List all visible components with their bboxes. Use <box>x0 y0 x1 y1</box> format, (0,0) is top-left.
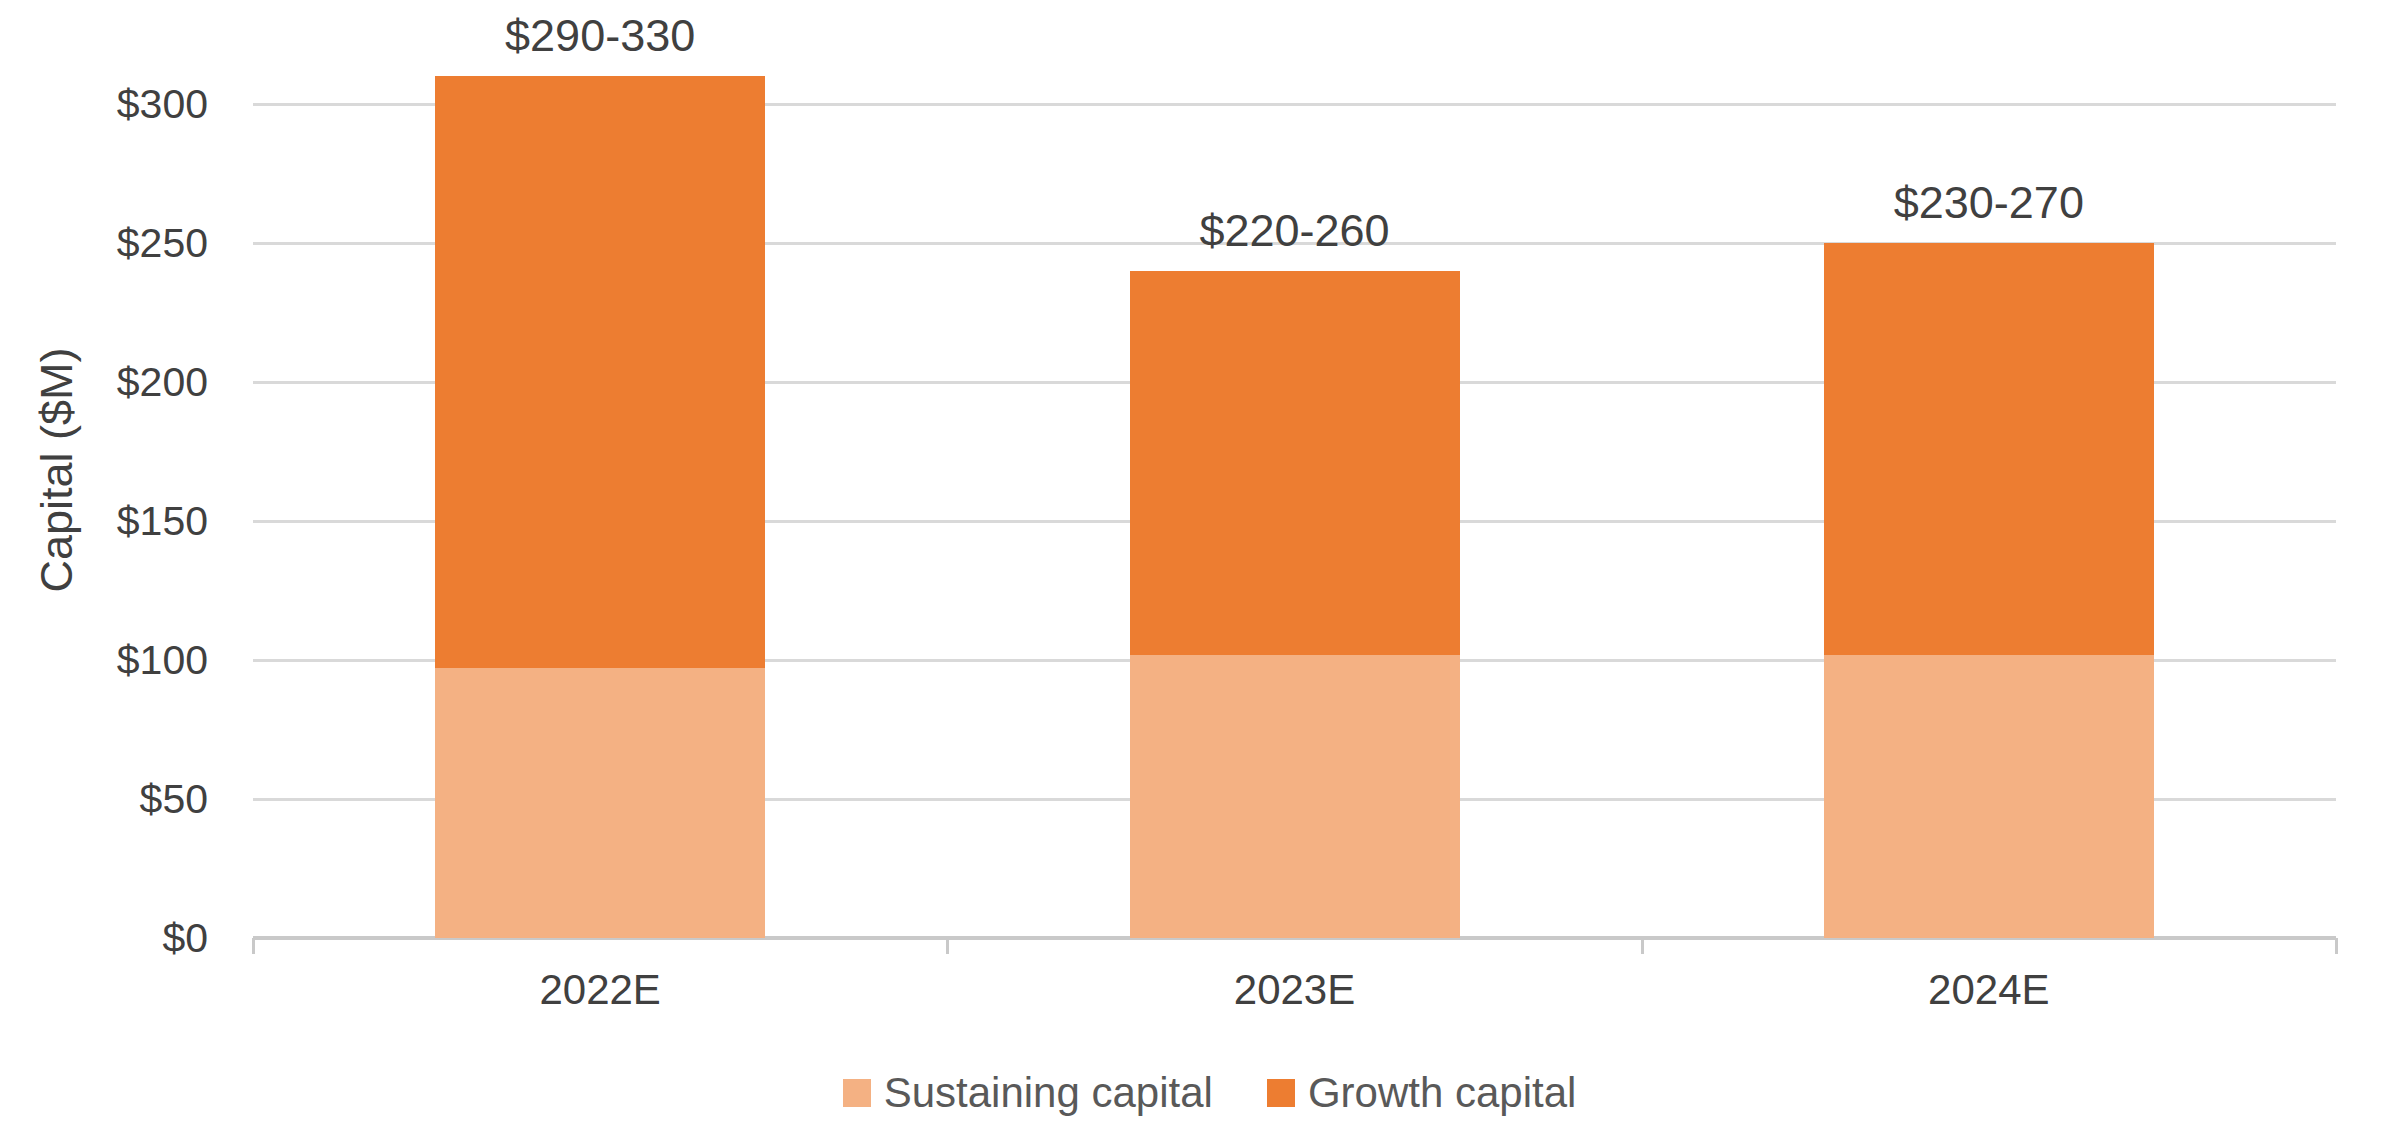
y-axis-tick-label: $300 <box>0 80 208 128</box>
y-axis-tick-label: $0 <box>0 914 208 962</box>
bar-total-label: $230-270 <box>1894 177 2084 229</box>
plot-area: $290-330 $220-260 $230-270 <box>253 0 2336 938</box>
bar-segment-growth <box>435 76 765 668</box>
legend-swatch-icon <box>843 1079 871 1107</box>
legend-item-growth: Growth capital <box>1267 1069 1576 1117</box>
y-axis-tick-label: $50 <box>0 775 208 823</box>
x-axis-tick <box>2335 938 2338 954</box>
legend-label: Growth capital <box>1308 1069 1576 1117</box>
y-axis-tick-labels: $0$50$100$150$200$250$300 <box>0 0 253 938</box>
legend: Sustaining capital Growth capital <box>0 1069 2383 1117</box>
legend-label: Sustaining capital <box>884 1069 1213 1117</box>
bar-segment-growth <box>1824 243 2154 654</box>
x-axis-category-label: 2024E <box>1928 966 2049 1014</box>
x-axis-category-label: 2023E <box>1234 966 1355 1014</box>
x-axis-tick <box>252 938 255 954</box>
bar-segment-sustaining <box>1130 655 1460 938</box>
y-axis-tick-label: $200 <box>0 358 208 406</box>
legend-item-sustaining: Sustaining capital <box>843 1069 1213 1117</box>
x-axis-tick <box>1641 938 1644 954</box>
x-axis-category-label: 2022E <box>539 966 660 1014</box>
x-axis-tick <box>946 938 949 954</box>
stacked-bar-chart: Capital ($M) $0$50$100$150$200$250$300 $… <box>0 0 2383 1142</box>
bar-segment-sustaining <box>435 668 765 938</box>
legend-swatch-icon <box>1267 1079 1295 1107</box>
y-axis-tick-label: $250 <box>0 219 208 267</box>
bar-total-label: $220-260 <box>1199 205 1389 257</box>
bar-segment-growth <box>1130 271 1460 655</box>
y-axis-tick-label: $150 <box>0 497 208 545</box>
bar-total-label: $290-330 <box>505 10 695 62</box>
bar-segment-sustaining <box>1824 655 2154 938</box>
y-axis-tick-label: $100 <box>0 636 208 684</box>
